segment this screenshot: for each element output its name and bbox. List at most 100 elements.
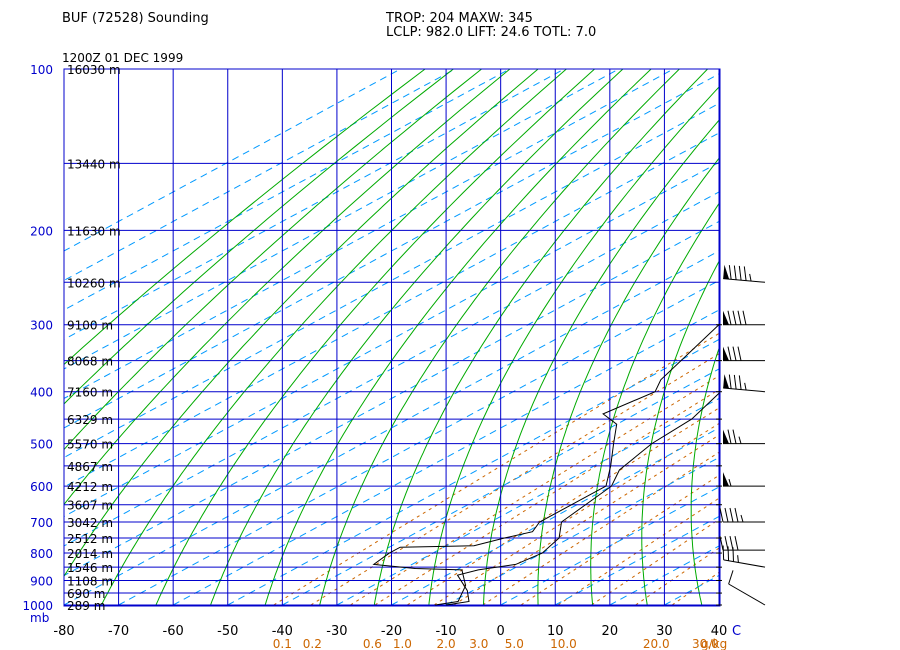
mixing-ratio-line: [273, 332, 720, 606]
chart-title: BUF (72528) Sounding: [62, 11, 209, 26]
height-label: 8068 m: [67, 355, 113, 369]
isotherm-line: [64, 131, 720, 488]
mixing-ratio-line: [350, 374, 720, 606]
barb-half-flag: [737, 555, 739, 563]
pressure-tick-label: 400: [30, 386, 53, 400]
temp-tick-label: 20: [602, 624, 619, 639]
barb-flag: [727, 310, 732, 325]
barb-flag: [729, 536, 734, 551]
pressure-tick-label: 300: [30, 319, 53, 333]
temp-tick-label: -30: [326, 624, 347, 639]
barb-pennant: [723, 472, 729, 487]
barb-flag: [732, 429, 737, 444]
temp-tick-label: -80: [53, 624, 74, 639]
temp-tick-label: 40: [711, 624, 728, 639]
wind-barb: [723, 346, 765, 362]
barb-staff: [728, 583, 766, 606]
mixing-ratio-axis-labels: 0.1 0.2 0.6 1.0 2.0 3.0 5.0 10.0 20.0 30.0: [273, 637, 719, 650]
isotherm-line: [64, 69, 511, 311]
barb-flag: [732, 346, 737, 361]
dry-adiabat: [874, 69, 900, 605]
mixing-ratio-label: 1.0: [393, 637, 412, 650]
wind-barb: [723, 310, 765, 326]
mixing-ratio-line: [591, 518, 720, 606]
mixing-ratio-line: [406, 406, 720, 606]
temp-tick-label: 10: [547, 624, 564, 639]
barb-flag: [733, 265, 737, 280]
barb-flag: [737, 310, 742, 325]
pressure-tick-label: 600: [30, 480, 53, 494]
pressure-tick-label: 800: [30, 547, 53, 561]
height-label: 2512 m: [67, 532, 113, 546]
isotherm-line: [64, 72, 720, 429]
mixing-ratio-label: 2.0: [437, 637, 456, 650]
dry-adiabat: [739, 69, 900, 605]
isotherm-line: [445, 456, 720, 606]
barb-flag: [734, 507, 739, 523]
height-label: 6329 m: [67, 413, 113, 427]
dry-adiabat: [100, 69, 567, 606]
height-label: 3042 m: [67, 516, 113, 530]
temp-tick-label: -40: [272, 624, 293, 639]
temperature-axis-labels: -80 -70 -60 -50 -40 -30 -20 -10 0 10 20 30 40: [53, 624, 727, 639]
isotherm-line: [64, 69, 620, 370]
dry-adiabats: [64, 69, 900, 606]
isotherm-line: [64, 220, 720, 577]
wind-barb: [722, 545, 766, 568]
barb-half-flag: [740, 514, 744, 523]
barb-flag: [724, 507, 729, 523]
height-label: 690 m: [67, 587, 105, 601]
height-label: 16030 m: [67, 63, 121, 77]
barb-half-flag: [749, 273, 752, 282]
height-label: 2014 m: [67, 547, 113, 561]
sounding-datetime: 1200Z 01 DEC 1999: [62, 51, 183, 65]
y-axis-unit: mb: [30, 611, 49, 625]
temperature-profile: [446, 391, 720, 606]
isotherm-line: [282, 367, 720, 606]
barb-pennant: [723, 374, 730, 389]
isotherm-line: [64, 69, 401, 252]
barb-flag: [728, 374, 732, 389]
isotherm-line: [64, 249, 720, 606]
height-label: 3607 m: [67, 499, 113, 513]
barb-flag: [719, 536, 724, 551]
barb-half-flag: [738, 436, 742, 444]
pressure-tick-label: 1000: [22, 599, 53, 613]
height-label: 10260 m: [67, 276, 121, 290]
pressure-tick-label: 100: [30, 63, 53, 77]
isotherm-line: [64, 69, 565, 341]
height-label: 9100 m: [67, 319, 113, 333]
wind-barb: [728, 570, 766, 606]
barb-flag: [722, 545, 725, 560]
isotherm-line: [391, 426, 720, 606]
isotherm-line: [118, 279, 720, 606]
dry-adiabat: [155, 69, 595, 606]
barb-flag: [728, 570, 734, 585]
barb-staff: [723, 278, 766, 283]
stats-line-1: TROP: 204 MAXW: 345: [385, 11, 533, 26]
dry-adiabat: [641, 258, 720, 606]
mixing-ratio-label: 5.0: [505, 637, 524, 650]
temp-tick-label: 0: [497, 624, 505, 639]
skewed-isotherms: [64, 69, 720, 606]
isotherm-line: [64, 190, 720, 547]
chart-header: BUF (72528) Sounding TROP: 204 MAXW: 345…: [62, 11, 596, 65]
dry-adiabat: [785, 69, 900, 605]
dry-adiabat: [428, 85, 720, 606]
isotherm-line: [336, 397, 720, 606]
mixing-ratio-label: 3.0: [469, 637, 488, 650]
height-label: 289 m: [67, 599, 105, 613]
temp-tick-label: -20: [381, 624, 402, 639]
dry-adiabat: [264, 69, 652, 606]
isotherm-line: [609, 544, 720, 606]
barb-flag: [729, 507, 734, 523]
mixing-ratio-line: [453, 433, 720, 606]
barb-pennant: [723, 264, 730, 280]
barb-half-flag: [728, 478, 732, 487]
dry-adiabat: [537, 156, 720, 606]
barb-pennant: [723, 346, 729, 361]
barb-flag: [732, 310, 737, 325]
isotherm-line: [227, 338, 720, 606]
mixing-ratio-unit: g/kg: [701, 637, 727, 650]
barb-flag: [727, 346, 732, 361]
